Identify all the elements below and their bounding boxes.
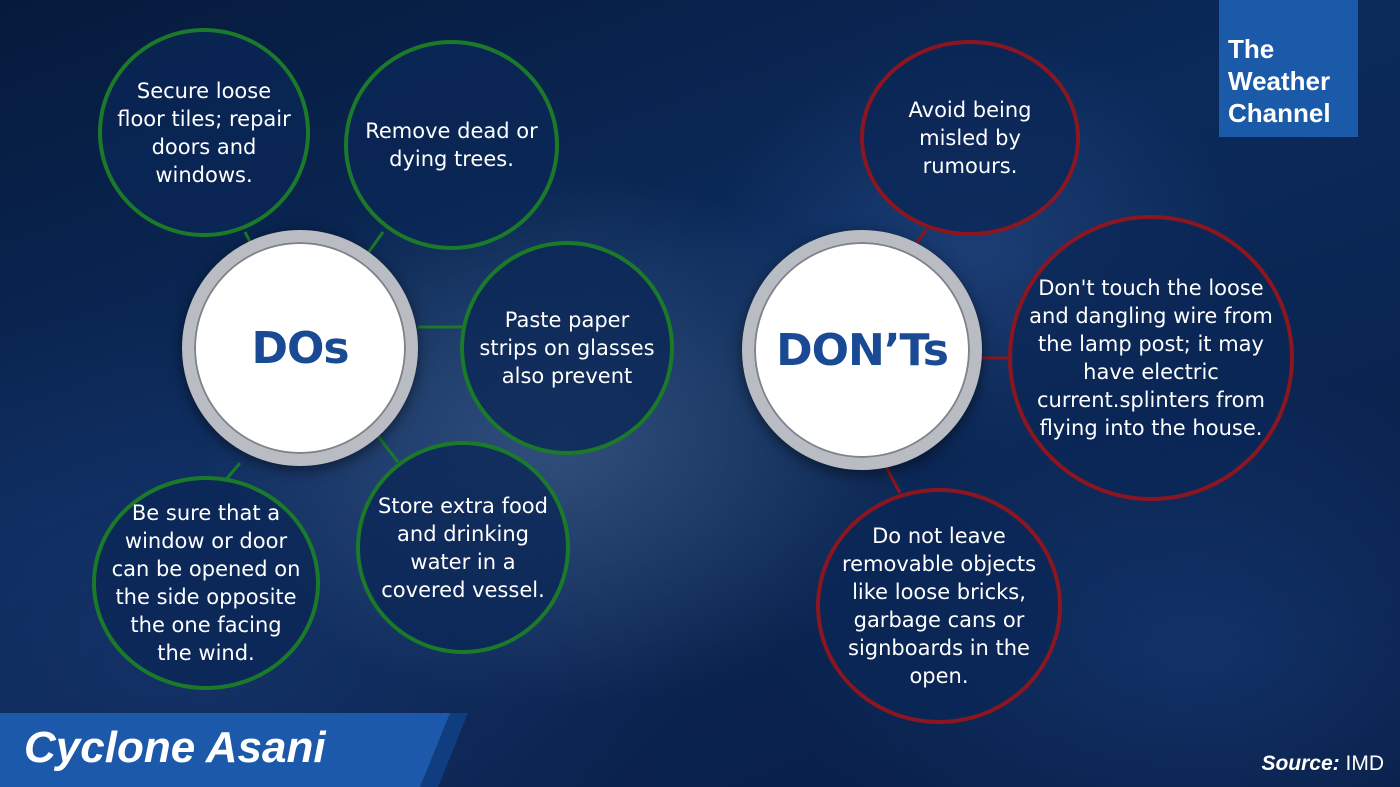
- logo-line-3: Channel: [1228, 98, 1331, 128]
- dont-item-3: Do not leave removable objects like loos…: [816, 488, 1062, 724]
- do-item-2: Remove dead or dying trees.: [344, 40, 559, 250]
- dont-item-2-text: Don't touch the loose and dangling wire …: [1029, 276, 1273, 440]
- do-item-5: Be sure that a window or door can be ope…: [92, 476, 320, 690]
- logo-line-1: The: [1228, 34, 1275, 64]
- dont-item-3-text: Do not leave removable objects like loos…: [841, 524, 1037, 688]
- page-title: Cyclone Asani: [24, 723, 326, 772]
- title-banner: Cyclone Asani: [0, 713, 450, 787]
- donts-hub: DON’Ts: [742, 230, 982, 470]
- do-item-3-text: Paste paper strips on glasses also preve…: [479, 308, 655, 388]
- do-item-1-text: Secure loose floor tiles; repair doors a…: [117, 78, 291, 187]
- weather-channel-logo: The Weather Channel: [1219, 0, 1358, 137]
- source-label: Source:: [1261, 752, 1340, 775]
- source-credit: Source: IMD: [1261, 752, 1384, 776]
- dos-hub-label: DOs: [251, 322, 349, 374]
- dont-item-2: Don't touch the loose and dangling wire …: [1008, 215, 1294, 501]
- do-item-1: Secure loose floor tiles; repair doors a…: [98, 28, 310, 237]
- dont-item-1-text: Avoid being misled by rumours.: [908, 98, 1032, 178]
- do-item-4: Store extra food and drinking water in a…: [356, 441, 570, 654]
- do-item-5-text: Be sure that a window or door can be ope…: [111, 501, 301, 665]
- do-item-2-text: Remove dead or dying trees.: [365, 119, 538, 171]
- dos-hub: DOs: [182, 230, 418, 466]
- do-item-4-text: Store extra food and drinking water in a…: [378, 493, 548, 602]
- donts-hub-label: DON’Ts: [776, 324, 949, 376]
- logo-line-2: Weather: [1228, 66, 1331, 96]
- dont-item-1: Avoid being misled by rumours.: [860, 40, 1080, 236]
- do-item-3: Paste paper strips on glasses also preve…: [460, 241, 674, 455]
- source-value: IMD: [1345, 752, 1385, 775]
